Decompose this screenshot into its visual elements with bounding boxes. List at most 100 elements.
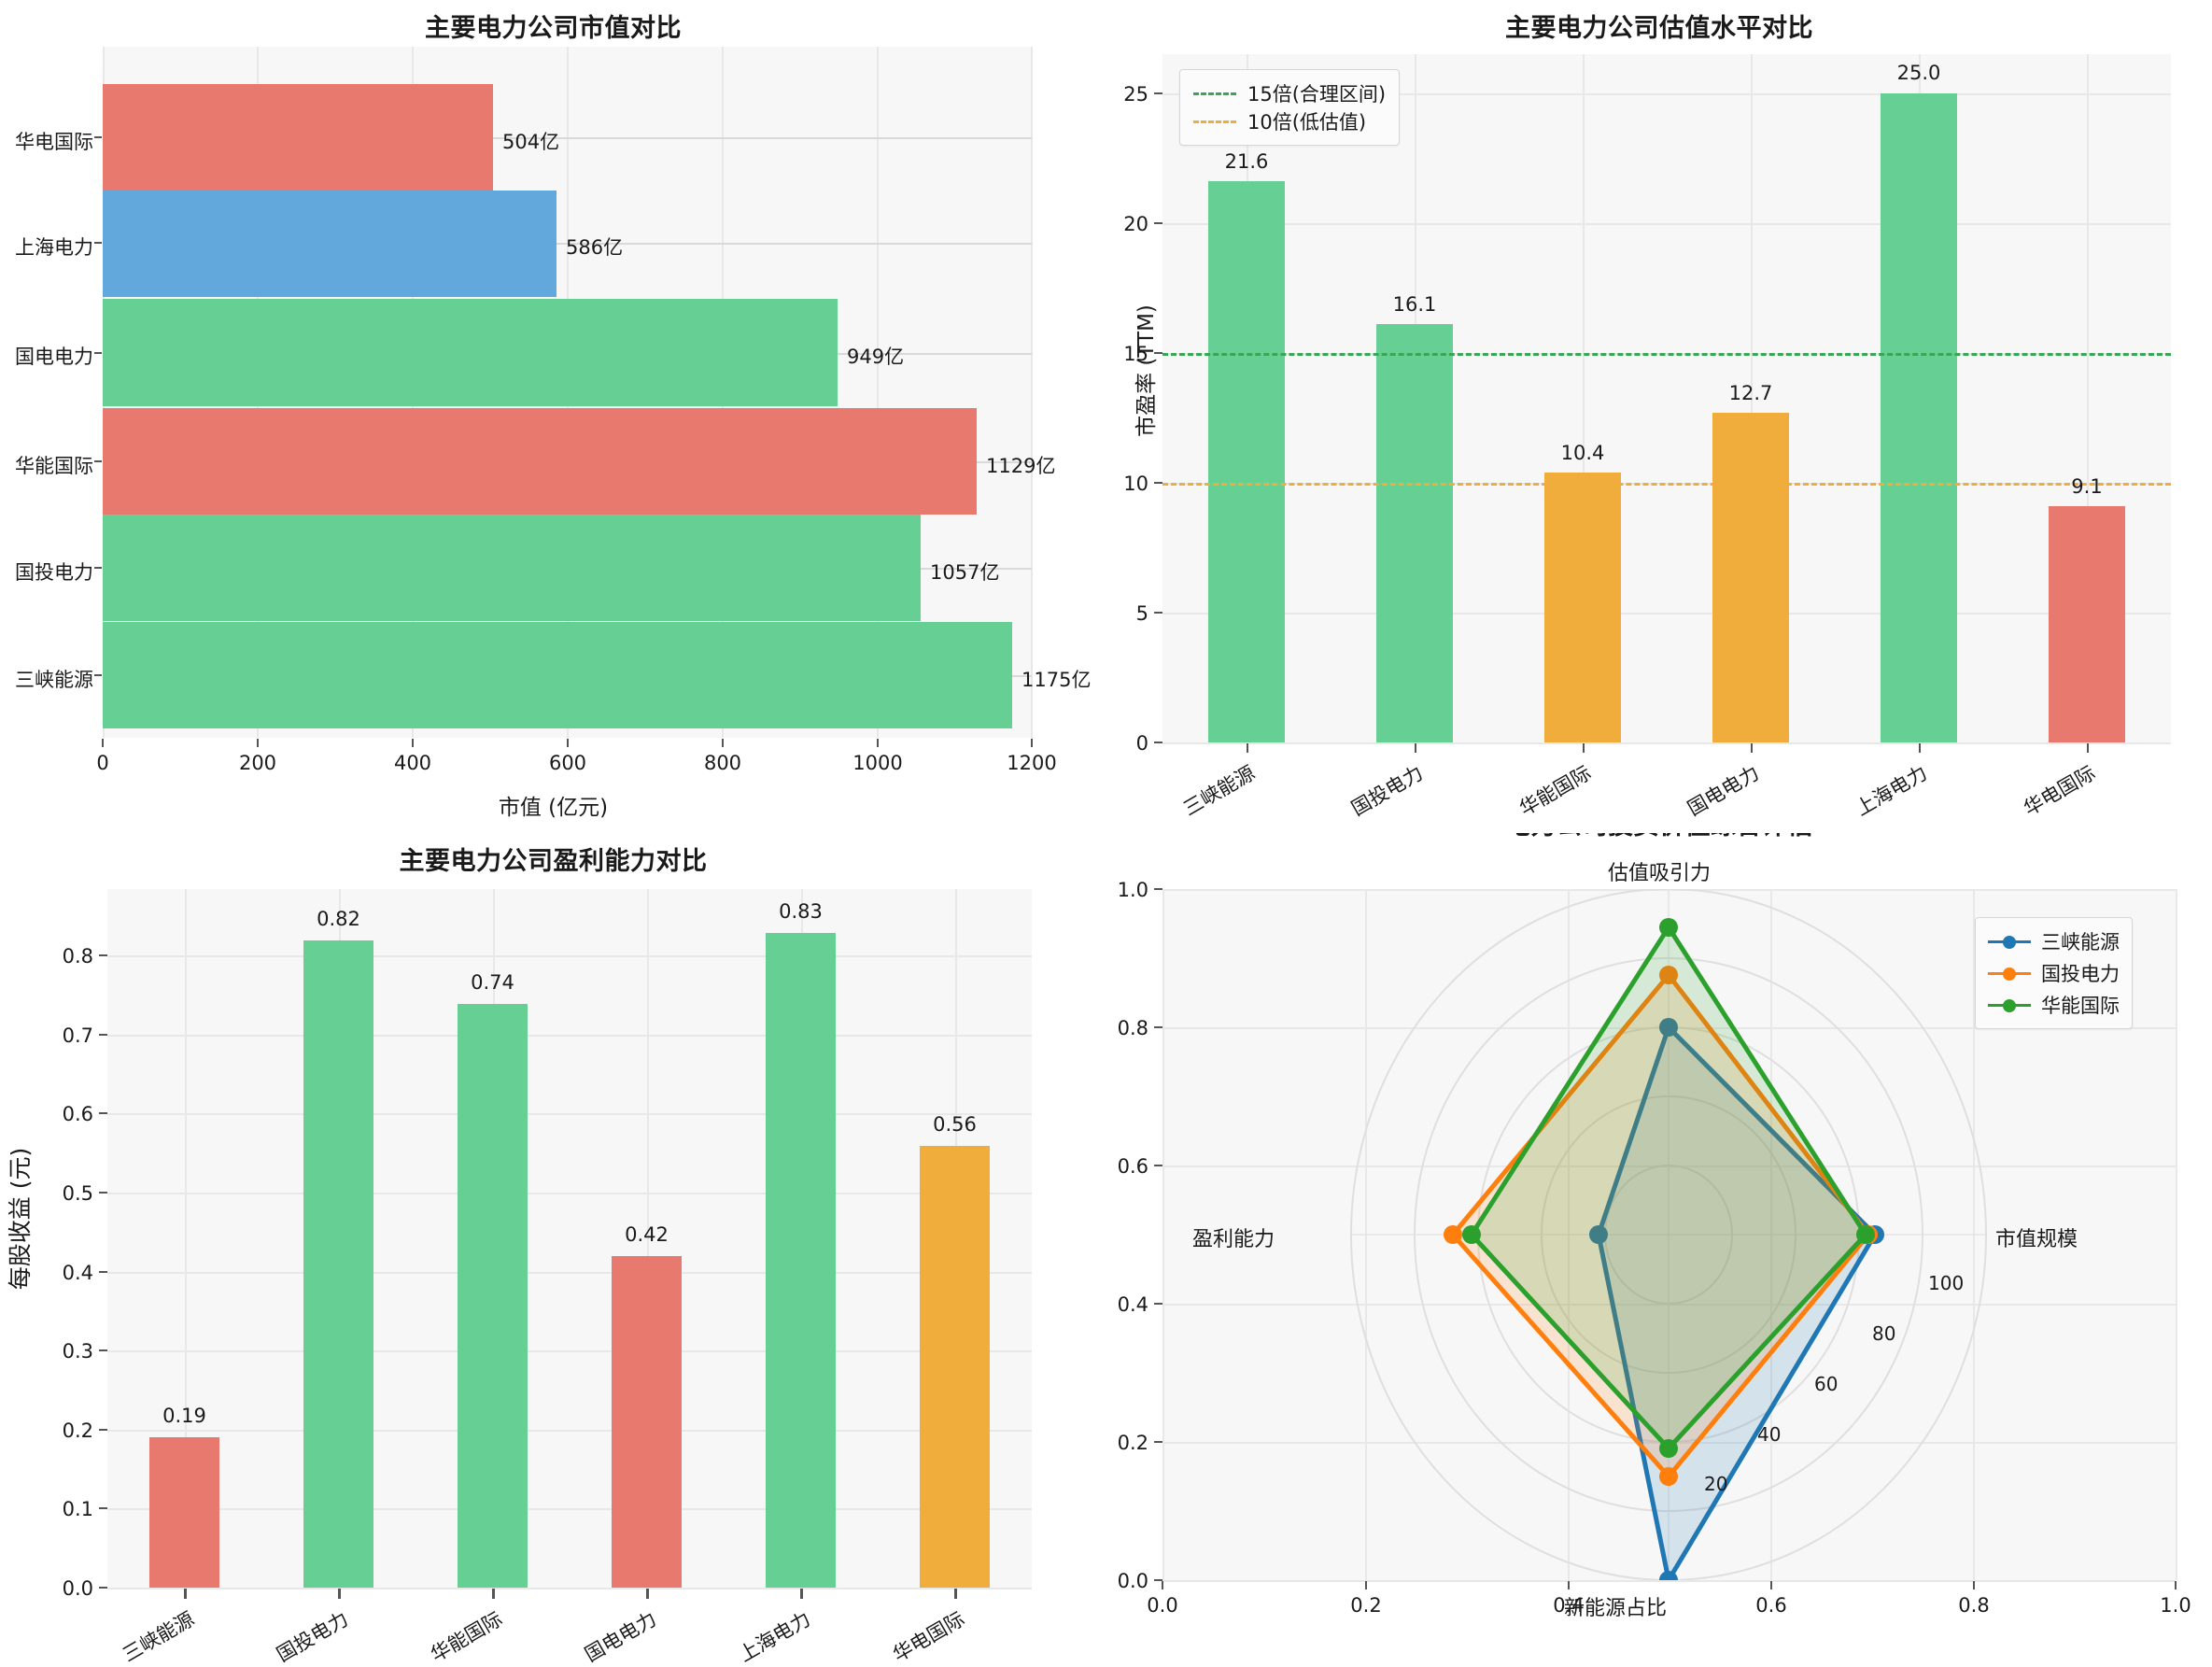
xtick-mark [338,1589,341,1599]
bar-guodian[interactable] [1712,413,1789,742]
bar-sanxia[interactable] [149,1437,219,1588]
xtick-label: 0.2 [1350,1594,1382,1617]
ytick-mark [1154,1441,1162,1443]
ytick-label: 国电电力 [15,346,93,368]
xtick-mark [954,1589,957,1599]
xtick-label: 国电电力 [581,1607,660,1667]
gridline-y-5 [1162,613,2171,615]
radar-axis-left-label: 盈利能力 [1191,1228,1275,1251]
ytick-mark [1154,888,1162,890]
xtick-mark [1583,743,1585,753]
ytick-label: 0.8 [62,945,93,968]
legend-item-10x[interactable]: 10倍(低估值) [1193,107,1386,135]
legend-item-huaneng[interactable]: 华能国际 [1988,989,2120,1021]
xtick-mark [1162,1581,1163,1589]
xtick-mark [412,739,414,747]
xtick-mark [1365,1581,1367,1589]
legend-label: 华能国际 [2041,995,2120,1017]
xtick-label: 华能国际 [1515,761,1595,821]
bar-shanghai[interactable] [1881,93,1957,742]
gridline-y-01 [107,1508,1032,1510]
xtick-label: 三峡能源 [119,1607,198,1667]
plot-area-eps [107,889,1032,1588]
xtick-mark [102,739,104,747]
ytick-label: 0.8 [1117,1017,1148,1039]
xtick-mark [646,1589,649,1599]
bar-value-label: 0.19 [162,1405,206,1427]
gridline-y-1 [103,243,1032,245]
bar-guotou[interactable] [1376,324,1453,742]
xtick-mark [800,1589,803,1599]
legend-item-15x[interactable]: 15倍(合理区间) [1193,79,1386,107]
radar-series-huaneng-area [1472,927,1866,1448]
radar-series-sanxia-line[interactable] [1596,1024,1878,1580]
ytick-mark [99,1507,107,1509]
gridline-x-1000 [877,47,879,738]
ytick-label: 0 [1135,732,1148,755]
ytick-label: 1.0 [1117,879,1148,901]
bar-huadian[interactable] [920,1146,990,1588]
xtick-mark [1751,743,1753,753]
ytick-label: 25 [1123,83,1148,106]
ytick-label: 0.6 [1117,1155,1148,1178]
ytick-mark [1154,1579,1162,1581]
bar-value-label: 0.83 [779,900,823,923]
gridline-y-08 [107,955,1032,957]
bar-guotou[interactable] [303,940,373,1588]
panel-title-eps: 主要电力公司盈利能力对比 [399,847,708,876]
gridline-y-0 [103,137,1032,139]
radar-axis-right-label: 市值规模 [1995,1228,2078,1251]
yaxis-title-valuation: 市盈率 (TTM) [1134,304,1159,437]
bar-sanxia[interactable] [1208,181,1285,742]
panel-market-cap: 主要电力公司市值对比 504亿 586亿 949亿 1129亿 1057亿 11… [0,0,1106,833]
xtick-label: 1200 [1007,752,1057,774]
legend-item-guotou[interactable]: 国投电力 [1988,957,2120,989]
ytick-label: 0.1 [62,1498,93,1520]
bar-shanghai[interactable] [766,933,836,1588]
bar-huaneng[interactable] [1544,473,1621,742]
legend-dash-green-icon [1193,92,1236,95]
ytick-mark [1154,92,1162,94]
legend-item-sanxia[interactable]: 三峡能源 [1988,925,2120,957]
ytick-mark [1154,1165,1162,1166]
xtick-mark [492,1589,495,1599]
xtick-mark [1415,743,1416,753]
bar-value-label: 0.82 [317,908,360,930]
bar-huaneng[interactable] [103,408,977,515]
xtick-mark [1770,1581,1772,1589]
radial-tick-60: 60 [1814,1373,1839,1395]
xtick-mark [1568,1581,1570,1589]
bar-guotou[interactable] [103,515,921,621]
radar-axis-bottom-label: 新能源占比 [1563,1597,1667,1620]
yaxis-title-eps: 每股收益 (元) [7,1147,34,1291]
bar-huadian[interactable] [2049,506,2125,742]
bar-huaneng[interactable] [458,1004,528,1588]
xtick-label: 上海电力 [735,1607,814,1667]
bar-shanghai[interactable] [103,191,557,297]
gridline-y-00 [107,1588,1032,1589]
xtick-label: 0.8 [1958,1594,1990,1617]
bar-sanxia[interactable] [103,622,1012,728]
xtick-label: 0.0 [1147,1594,1178,1617]
ytick-label: 0.7 [62,1024,93,1047]
ytick-mark [1154,352,1162,354]
plot-area-valuation [1162,54,2171,742]
ytick-mark [1154,222,1162,224]
bar-guodian[interactable] [612,1256,682,1588]
xtick-label: 三峡能源 [1179,761,1259,821]
radial-tick-80: 80 [1872,1322,1896,1345]
bar-huadian[interactable] [103,84,493,191]
radar-axis-top-label: 估值吸引力 [1607,862,1711,885]
xtick-label: 0.4 [1553,1594,1585,1617]
ytick-label: 0.4 [62,1262,93,1284]
reference-line-15x [1162,353,2171,356]
radar-series-huaneng-markers [1462,918,1875,1458]
xtick-label: 国电电力 [1684,761,1763,821]
legend-dash-orange-icon [1193,120,1236,123]
bar-guodian[interactable] [103,299,838,406]
xtick-label: 200 [238,752,277,774]
legend-label: 15倍(合理区间) [1247,83,1387,106]
bar-value-label: 1129亿 [986,455,1056,477]
gridline-x-2 [1583,54,1585,742]
